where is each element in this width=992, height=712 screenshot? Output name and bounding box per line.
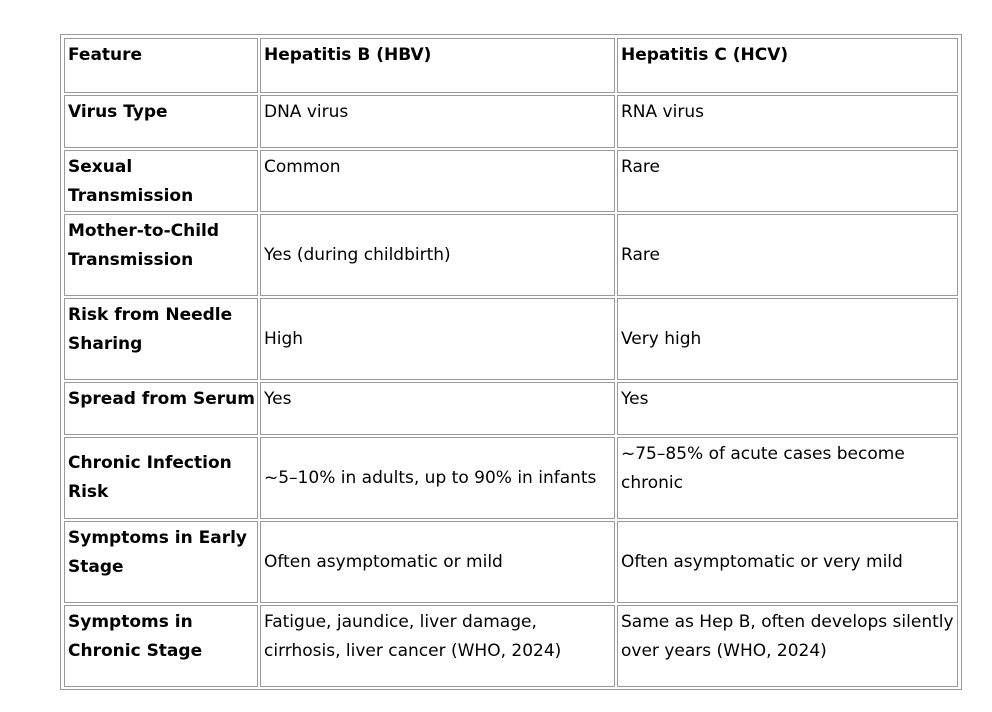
table-row: Sexual Transmission Common Rare bbox=[64, 150, 958, 212]
table-row: Virus Type DNA virus RNA virus bbox=[64, 95, 958, 148]
header-feature: Feature bbox=[64, 38, 258, 93]
hbv-cell: Yes bbox=[260, 382, 615, 435]
hbv-cell: Often asymptomatic or mild bbox=[260, 521, 615, 603]
table-row: Mother-to-Child Transmission Yes (during… bbox=[64, 214, 958, 296]
table-row: Symptoms in Early Stage Often asymptomat… bbox=[64, 521, 958, 603]
hepatitis-comparison-table: Feature Hepatitis B (HBV) Hepatitis C (H… bbox=[62, 36, 960, 689]
feature-cell: Risk from Needle Sharing bbox=[64, 298, 258, 380]
feature-cell: Symptoms in Chronic Stage bbox=[64, 605, 258, 687]
header-hbv: Hepatitis B (HBV) bbox=[260, 38, 615, 93]
feature-cell: Symptoms in Early Stage bbox=[64, 521, 258, 603]
hbv-cell: Yes (during childbirth) bbox=[260, 214, 615, 296]
feature-cell: Chronic Infection Risk bbox=[64, 437, 258, 519]
hbv-cell: ~5–10% in adults, up to 90% in infants bbox=[260, 437, 615, 519]
hbv-cell: High bbox=[260, 298, 615, 380]
table-row: Risk from Needle Sharing High Very high bbox=[64, 298, 958, 380]
table-outer-border bbox=[60, 34, 962, 690]
table-row: Symptoms in Chronic Stage Fatigue, jaund… bbox=[64, 605, 958, 687]
hcv-cell: ~75–85% of acute cases become chronic bbox=[617, 437, 958, 519]
hbv-cell: DNA virus bbox=[260, 95, 615, 148]
table-row: Spread from Serum Yes Yes bbox=[64, 382, 958, 435]
feature-cell: Spread from Serum bbox=[64, 382, 258, 435]
feature-cell: Virus Type bbox=[64, 95, 258, 148]
hcv-cell: Same as Hep B, often develops silently o… bbox=[617, 605, 958, 687]
hbv-cell: Common bbox=[260, 150, 615, 212]
hcv-cell: Often asymptomatic or very mild bbox=[617, 521, 958, 603]
hcv-cell: Rare bbox=[617, 214, 958, 296]
hbv-cell: Fatigue, jaundice, liver damage, cirrhos… bbox=[260, 605, 615, 687]
feature-cell: Mother-to-Child Transmission bbox=[64, 214, 258, 296]
hcv-cell: Yes bbox=[617, 382, 958, 435]
header-hcv: Hepatitis C (HCV) bbox=[617, 38, 958, 93]
hcv-cell: Rare bbox=[617, 150, 958, 212]
feature-cell: Sexual Transmission bbox=[64, 150, 258, 212]
table-row: Chronic Infection Risk ~5–10% in adults,… bbox=[64, 437, 958, 519]
hcv-cell: RNA virus bbox=[617, 95, 958, 148]
table-header-row: Feature Hepatitis B (HBV) Hepatitis C (H… bbox=[64, 38, 958, 93]
hcv-cell: Very high bbox=[617, 298, 958, 380]
